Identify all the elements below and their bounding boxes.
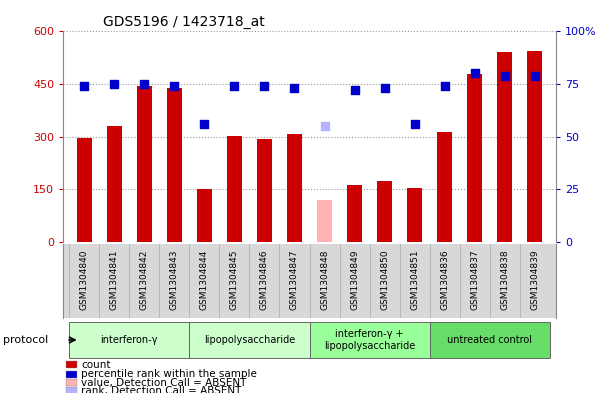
Text: interferon-γ +
lipopolysaccharide: interferon-γ + lipopolysaccharide [324, 329, 415, 351]
Point [530, 72, 540, 79]
Bar [107, 126, 122, 242]
Bar [430, 322, 550, 358]
Bar [347, 185, 362, 242]
Bar [257, 140, 272, 242]
Text: GSM1304851: GSM1304851 [410, 250, 419, 310]
Bar [167, 88, 182, 242]
Bar [69, 322, 189, 358]
Bar [317, 200, 332, 242]
Text: GSM1304848: GSM1304848 [320, 250, 329, 310]
Text: value, Detection Call = ABSENT: value, Detection Call = ABSENT [81, 378, 246, 388]
Point [410, 121, 419, 127]
Text: GSM1304842: GSM1304842 [140, 250, 148, 310]
Point [200, 121, 209, 127]
Point [79, 83, 89, 89]
Text: GSM1304845: GSM1304845 [230, 250, 239, 310]
Point [230, 83, 239, 89]
Text: untreated control: untreated control [447, 335, 532, 345]
Point [290, 85, 299, 91]
Point [109, 81, 119, 87]
Text: GSM1304836: GSM1304836 [441, 250, 449, 310]
Text: rank, Detection Call = ABSENT: rank, Detection Call = ABSENT [81, 386, 242, 393]
Text: GSM1304847: GSM1304847 [290, 250, 299, 310]
Bar [468, 74, 482, 242]
Text: protocol: protocol [3, 335, 48, 345]
Point [139, 81, 149, 87]
Bar [137, 86, 152, 242]
Text: GSM1304849: GSM1304849 [350, 250, 359, 310]
Bar [407, 188, 422, 242]
Point [169, 83, 179, 89]
Bar [77, 138, 91, 242]
Bar [310, 322, 430, 358]
Point [500, 72, 510, 79]
Text: GSM1304839: GSM1304839 [531, 250, 539, 310]
Bar [438, 132, 453, 242]
Text: GSM1304840: GSM1304840 [80, 250, 88, 310]
Text: percentile rank within the sample: percentile rank within the sample [81, 369, 257, 379]
Text: count: count [81, 360, 111, 370]
Text: GSM1304843: GSM1304843 [170, 250, 178, 310]
Point [380, 85, 389, 91]
Point [440, 83, 450, 89]
Text: GSM1304837: GSM1304837 [471, 250, 479, 310]
Bar [287, 134, 302, 242]
Text: GSM1304841: GSM1304841 [110, 250, 118, 310]
Text: GSM1304846: GSM1304846 [260, 250, 269, 310]
Text: GSM1304844: GSM1304844 [200, 250, 209, 310]
Bar [498, 52, 513, 242]
Bar [528, 51, 543, 242]
Point [350, 87, 359, 94]
Point [470, 70, 480, 77]
Point [260, 83, 269, 89]
Bar [377, 182, 392, 242]
Text: GDS5196 / 1423718_at: GDS5196 / 1423718_at [103, 15, 264, 29]
Bar [189, 322, 310, 358]
Text: GSM1304850: GSM1304850 [380, 250, 389, 310]
Text: interferon-γ: interferon-γ [100, 335, 158, 345]
Bar [197, 189, 212, 242]
Point [320, 123, 329, 129]
Bar [227, 136, 242, 242]
Text: GSM1304838: GSM1304838 [501, 250, 509, 310]
Text: lipopolysaccharide: lipopolysaccharide [204, 335, 295, 345]
